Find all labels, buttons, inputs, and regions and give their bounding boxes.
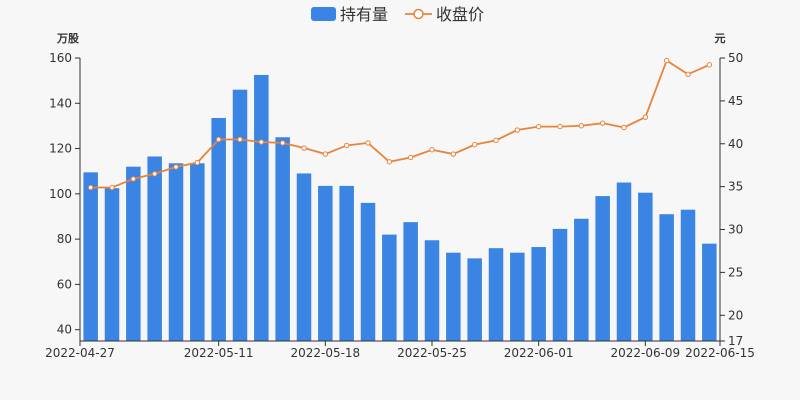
line-series xyxy=(87,57,713,191)
bar xyxy=(424,240,440,341)
legend[interactable]: 持有量 收盘价 xyxy=(311,5,484,24)
legend-item-holding[interactable]: 持有量 xyxy=(311,5,388,24)
bar xyxy=(616,182,632,341)
legend-bar-swatch xyxy=(311,7,336,21)
bar xyxy=(446,252,461,341)
price-point xyxy=(407,154,414,161)
price-line xyxy=(90,59,710,189)
price-point xyxy=(535,123,542,130)
bar xyxy=(147,156,162,341)
bar xyxy=(510,252,525,341)
bar xyxy=(211,117,226,341)
bar xyxy=(83,172,98,341)
legend-point-swatch xyxy=(413,8,424,20)
x-tick-label: 2022-05-18 xyxy=(290,346,360,360)
price-point xyxy=(322,151,329,157)
y-left-tick-label: 60 xyxy=(57,277,72,291)
y-right-tick-label: 50 xyxy=(728,51,743,65)
price-point xyxy=(279,140,286,146)
y-right-tick-label: 35 xyxy=(728,180,743,194)
price-point xyxy=(621,124,627,131)
price-point xyxy=(386,159,393,165)
price-point xyxy=(151,171,158,177)
legend-label: 持有量 xyxy=(340,5,388,24)
legend-item-close[interactable]: 收盘价 xyxy=(405,5,484,24)
x-tick-label: 2022-06-15 xyxy=(685,346,755,360)
bar xyxy=(254,74,269,341)
y-right-tick-label: 17 xyxy=(728,334,743,348)
bar xyxy=(318,185,333,341)
x-tick-label: 2022-05-25 xyxy=(397,346,467,360)
x-tick-label: 2022-05-11 xyxy=(184,346,254,360)
bar xyxy=(296,173,312,341)
y-left-tick-label: 40 xyxy=(57,323,72,337)
price-point xyxy=(599,120,606,126)
bar xyxy=(488,248,504,341)
price-point xyxy=(130,176,137,182)
bar xyxy=(360,202,376,341)
price-point xyxy=(642,114,649,120)
y-right-tick-label: 40 xyxy=(728,137,743,151)
bar-series xyxy=(83,74,717,341)
y-right-tick-label: 25 xyxy=(728,265,743,279)
price-point xyxy=(514,127,521,133)
price-point xyxy=(493,137,499,144)
price-point xyxy=(557,123,563,130)
bar xyxy=(702,243,717,341)
price-point xyxy=(663,57,670,64)
axes: 40 60 80 100 120 140 160 17 20 25 30 35 40 45 50 万股 元 202… xyxy=(45,32,755,360)
price-point xyxy=(450,151,457,157)
bar xyxy=(168,163,184,341)
y-left-tick-label: 160 xyxy=(49,51,72,65)
y-left-tick-label: 80 xyxy=(57,232,72,246)
price-point xyxy=(194,159,201,166)
price-point xyxy=(109,184,115,191)
bar xyxy=(232,89,248,341)
bar xyxy=(403,222,418,341)
y-left-tick-label: 140 xyxy=(49,96,72,110)
price-point xyxy=(301,145,307,151)
bar xyxy=(126,166,141,341)
bar xyxy=(659,214,674,341)
x-tick-label: 2022-04-27 xyxy=(45,346,115,360)
bar xyxy=(531,247,546,341)
bar xyxy=(680,209,696,341)
y-right-unit: 元 xyxy=(715,32,726,45)
bar xyxy=(467,258,482,341)
price-point xyxy=(471,141,478,148)
price-point xyxy=(173,164,179,170)
y-left-unit: 万股 xyxy=(56,32,80,45)
legend-label: 收盘价 xyxy=(436,5,484,24)
price-point xyxy=(578,123,585,129)
price-point xyxy=(365,140,371,146)
price-point xyxy=(87,184,94,191)
bar xyxy=(574,218,589,341)
y-left-tick-label: 100 xyxy=(49,187,72,201)
bar xyxy=(275,137,290,341)
y-right-tick-label: 20 xyxy=(728,308,743,322)
price-point xyxy=(215,136,222,143)
y-right-tick-label: 30 xyxy=(728,223,743,237)
y-right-tick-label: 45 xyxy=(728,94,743,108)
price-point xyxy=(685,71,691,77)
price-point xyxy=(343,142,350,149)
bar xyxy=(104,188,120,341)
bar xyxy=(595,196,610,341)
bar xyxy=(638,192,653,341)
price-point xyxy=(237,136,243,143)
price-point xyxy=(258,139,265,145)
bar xyxy=(552,228,568,341)
bar xyxy=(339,185,354,341)
bar xyxy=(190,163,205,341)
price-point xyxy=(706,62,713,68)
price-point xyxy=(429,147,435,153)
x-tick-label: 2022-06-09 xyxy=(610,346,680,360)
x-tick-label: 2022-06-01 xyxy=(504,346,574,360)
bar xyxy=(382,234,397,341)
y-left-tick-label: 120 xyxy=(49,142,72,156)
